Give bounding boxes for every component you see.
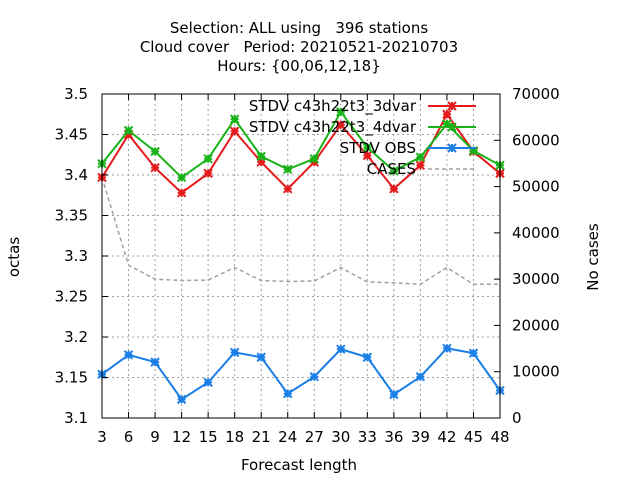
series-stdv-obs — [97, 343, 505, 405]
y2-axis-label: No cases — [584, 223, 602, 291]
legend-label: STDV c43h22t3_3dvar — [249, 97, 417, 116]
y2-tick-label: 60000 — [512, 131, 560, 149]
data-point — [336, 107, 346, 117]
x-tick-label: 42 — [437, 428, 456, 446]
x-tick-label: 21 — [252, 428, 271, 446]
y2-tick-label: 20000 — [512, 316, 560, 334]
y-tick-label: 3.2 — [64, 328, 88, 346]
data-point — [229, 347, 240, 358]
data-point — [150, 146, 160, 157]
chart-title-line-2: Cloud cover Period: 20210521-20210703 — [140, 38, 458, 56]
data-point — [336, 344, 346, 354]
y-tick-label: 3.45 — [55, 126, 88, 144]
data-point — [442, 343, 452, 354]
data-point — [442, 109, 452, 119]
series-line — [101, 347, 501, 401]
legend-marker — [447, 122, 457, 132]
x-tick-label: 36 — [384, 428, 403, 446]
data-point — [468, 348, 479, 358]
legend-label: STDV c43h22t3_4dvar — [249, 118, 417, 137]
x-tick-label: 30 — [331, 428, 350, 446]
x-tick-label: 24 — [278, 428, 297, 446]
data-point — [336, 120, 346, 130]
y-axis-label: octas — [5, 237, 23, 277]
data-point — [415, 160, 426, 170]
data-point — [176, 188, 187, 198]
y-tick-label: 3.4 — [64, 166, 88, 184]
legend-item: STDV c43h22t3_4dvar — [249, 118, 476, 137]
x-tick-label: 18 — [225, 428, 244, 446]
x-tick-label: 27 — [305, 428, 324, 446]
y-tick-label: 3.35 — [55, 207, 88, 225]
data-point — [176, 394, 187, 405]
legend-marker — [447, 101, 457, 111]
data-point — [203, 377, 213, 388]
data-point — [389, 184, 399, 194]
data-point — [123, 350, 134, 360]
axis-ticks: 3 6 9 12 15 18 21 24 27 30 33 36 39 42 45 483.13.153.23… — [55, 85, 560, 446]
series-line — [101, 177, 500, 285]
data-point — [229, 126, 240, 136]
x-tick-label: 12 — [172, 428, 191, 446]
data-point — [362, 142, 373, 153]
legend: STDV c43h22t3_3dvar STDV c43h22t3_4dvar ST… — [249, 97, 476, 178]
legend-item: STDV OBS — [340, 139, 476, 157]
y2-tick-label: 10000 — [512, 363, 560, 381]
legend-item: STDV c43h22t3_3dvar — [249, 97, 476, 116]
data-point — [389, 166, 399, 176]
legend-label: CASES — [367, 160, 416, 178]
data-point — [176, 172, 187, 183]
x-tick-label: 33 — [358, 428, 377, 446]
data-point — [415, 371, 426, 382]
x-tick-label: 9 — [150, 428, 160, 446]
data-point — [229, 114, 240, 124]
data-point — [415, 152, 426, 162]
legend-item: CASES — [367, 160, 476, 178]
x-axis-label: Forecast length — [241, 456, 357, 474]
chart-title-line-1: Selection: ALL using 396 stations — [170, 19, 429, 37]
data-point — [309, 371, 319, 382]
y-tick-label: 3.1 — [64, 409, 88, 427]
y-tick-label: 3.15 — [55, 369, 88, 387]
x-tick-label: 6 — [124, 428, 134, 446]
y-tick-label: 3.5 — [64, 85, 88, 103]
y-tick-label: 3.3 — [64, 247, 88, 265]
data-point — [256, 151, 266, 162]
grid-lines — [102, 94, 500, 418]
legend-marker — [447, 143, 457, 153]
data-point — [123, 125, 134, 136]
x-tick-label: 3 — [97, 428, 107, 446]
data-point — [309, 154, 319, 164]
series-cases — [101, 177, 500, 285]
series-line — [101, 109, 501, 179]
plot-frame — [101, 93, 501, 419]
data-point — [203, 154, 213, 164]
data-point — [203, 168, 213, 179]
data-point — [283, 184, 293, 194]
data-point — [362, 352, 373, 362]
x-tick-label: 48 — [490, 428, 509, 446]
y-tick-label: 3.25 — [55, 288, 88, 306]
y2-tick-label: 0 — [512, 409, 522, 427]
data-point — [150, 163, 160, 173]
x-tick-label: 39 — [411, 428, 430, 446]
data-point — [256, 352, 266, 362]
data-point — [283, 388, 293, 399]
y2-tick-label: 30000 — [512, 270, 560, 288]
y2-tick-label: 70000 — [512, 85, 560, 103]
chart-title-line-3: Hours: {00,06,12,18} — [217, 57, 381, 75]
data-point — [362, 150, 373, 161]
y2-tick-label: 40000 — [512, 224, 560, 242]
x-tick-label: 45 — [464, 428, 483, 446]
x-tick-label: 15 — [199, 428, 218, 446]
data-point — [389, 389, 399, 400]
data-point — [150, 357, 160, 367]
y2-tick-label: 50000 — [512, 178, 560, 196]
data-point — [283, 164, 293, 175]
legend-label: STDV OBS — [340, 139, 416, 157]
